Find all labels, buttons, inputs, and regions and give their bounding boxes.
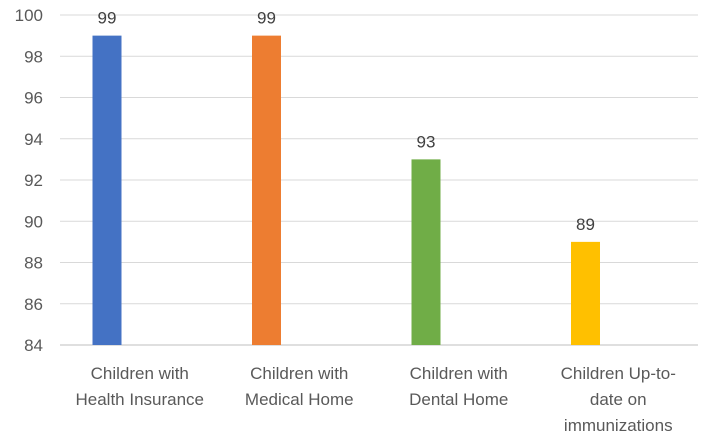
x-category-label: Medical Home — [245, 390, 354, 409]
bars — [92, 35, 600, 345]
y-tick-label: 96 — [24, 89, 43, 108]
x-category-label: Children with — [410, 364, 508, 383]
data-label: 93 — [417, 132, 436, 151]
x-category-label: date on — [590, 390, 647, 409]
y-tick-label: 100 — [15, 6, 43, 25]
gridlines — [60, 14, 698, 346]
bar — [571, 241, 600, 345]
bar — [411, 159, 441, 345]
x-category-label: Children Up-to- — [561, 364, 676, 383]
bar — [252, 35, 281, 345]
y-tick-label: 84 — [24, 336, 43, 355]
x-category-label: Children with — [91, 364, 189, 383]
x-axis-categories: Children with Health Insurance Children wi… — [75, 364, 675, 435]
data-label: 89 — [576, 215, 595, 234]
y-tick-label: 90 — [24, 212, 43, 231]
data-labels: 99 99 93 89 — [98, 9, 595, 234]
y-tick-label: 94 — [24, 130, 43, 149]
x-category-label: immunizations — [564, 416, 673, 435]
x-category-label: Children with — [250, 364, 348, 383]
x-category-label: Health Insurance — [75, 390, 204, 409]
y-axis-ticks: 84 86 88 90 92 94 96 98 100 — [15, 6, 43, 355]
bar — [92, 35, 122, 345]
y-tick-label: 86 — [24, 295, 43, 314]
y-tick-label: 88 — [24, 254, 43, 273]
data-label: 99 — [98, 9, 117, 28]
y-tick-label: 92 — [24, 171, 43, 190]
x-category-label: Dental Home — [409, 390, 508, 409]
data-label: 99 — [257, 9, 276, 28]
y-tick-label: 98 — [24, 47, 43, 66]
